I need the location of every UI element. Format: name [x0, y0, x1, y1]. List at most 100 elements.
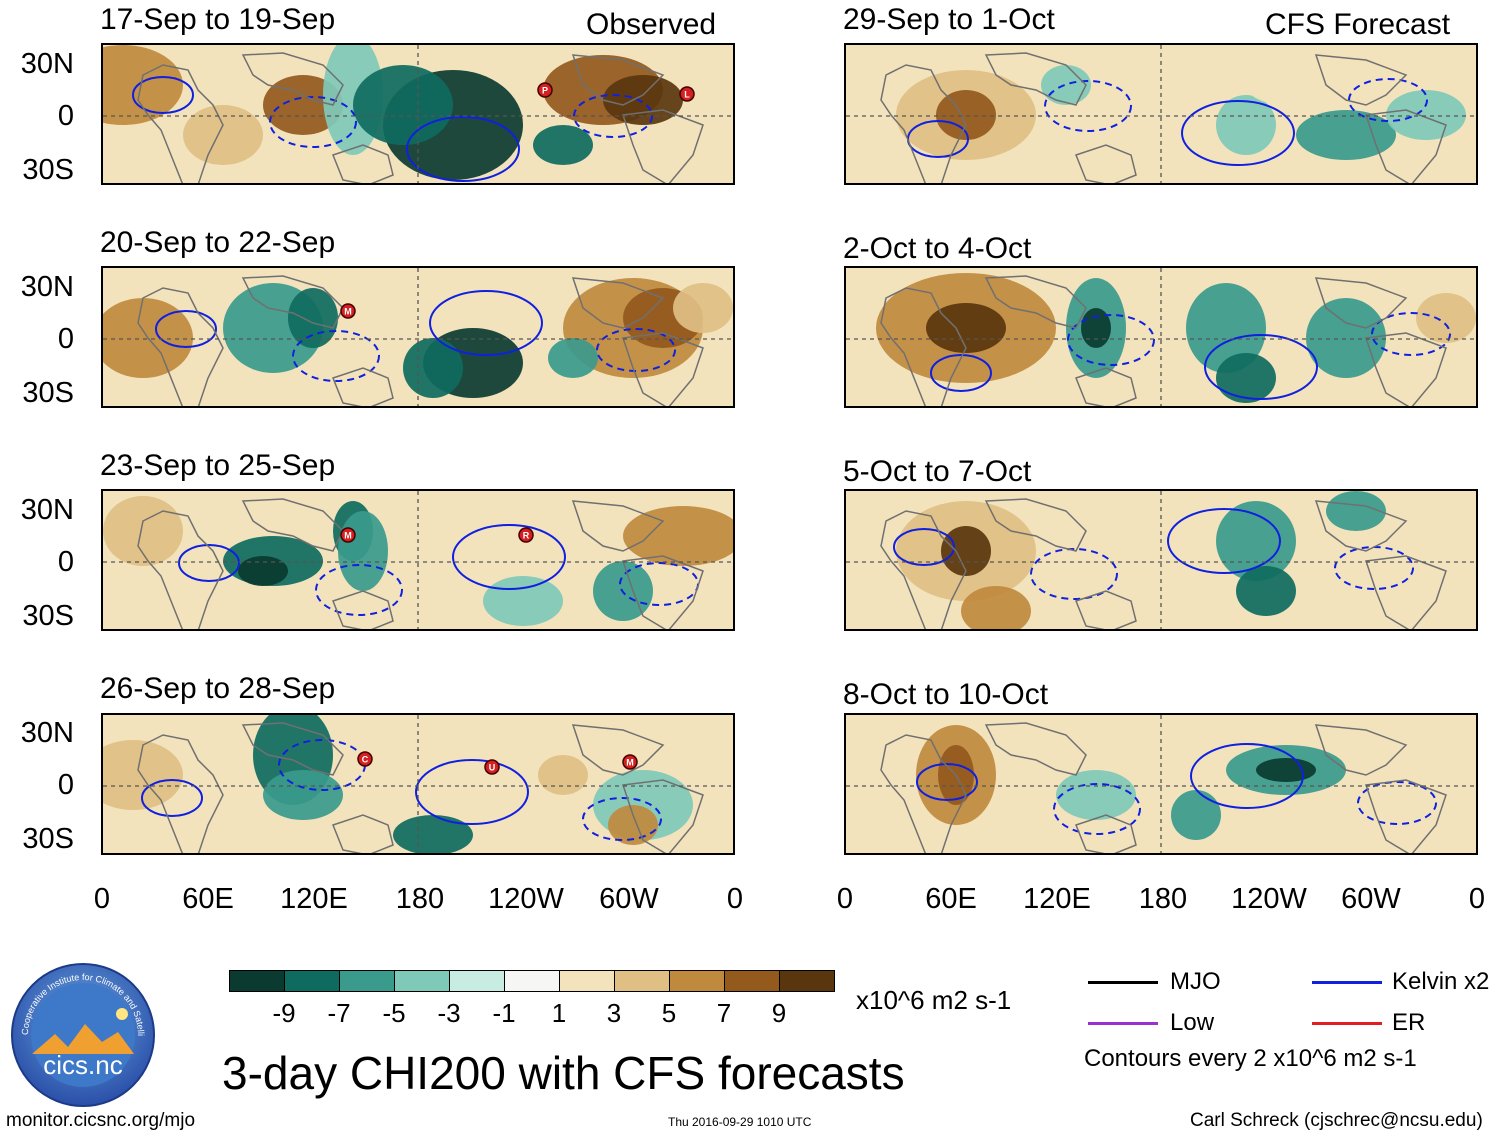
- lon-label-120w: 120W: [488, 883, 564, 915]
- logo-wordmark: cics.nc: [43, 1050, 122, 1080]
- chi200-anomaly-blob: [1186, 283, 1266, 373]
- chi200-anomaly-blob: [1326, 491, 1386, 531]
- kelvin-contour: [429, 290, 543, 356]
- forecast-map-3: [844, 489, 1478, 631]
- lon-label-0: 0: [836, 883, 854, 915]
- lon-label-180: 180: [395, 883, 445, 915]
- storm-letter: C: [362, 755, 369, 765]
- chi200-anomaly-blob: [1346, 750, 1426, 800]
- kelvin-contour: [269, 96, 357, 148]
- storm-letter: M: [344, 531, 352, 541]
- chi200-anomaly-blob: [183, 105, 263, 165]
- main-title: 3-day CHI200 with CFS forecasts: [222, 1047, 905, 1099]
- tropical-storm-marker: U: [484, 759, 500, 775]
- colorbar-tick-label: 1: [551, 998, 567, 1028]
- panel-title-obs-1: 17-Sep to 19-Sep: [100, 3, 336, 36]
- lon-label-60e: 60E: [925, 883, 977, 915]
- chi200-anomaly-blob: [1216, 501, 1296, 581]
- coastline: [880, 275, 1447, 406]
- chi200-anomaly-blob: [1216, 95, 1276, 155]
- chi200-anomaly-blob: [353, 65, 453, 145]
- tropical-storm-marker: M: [622, 754, 638, 770]
- chi200-anomaly-blob: [936, 90, 996, 140]
- coastline: [137, 275, 704, 406]
- colorbar-swatch: [614, 970, 670, 992]
- tropical-storm-marker: M: [340, 527, 356, 543]
- kelvin-contour: [1190, 743, 1304, 809]
- kelvin-contour: [178, 544, 240, 582]
- lon-label-0: 0: [93, 883, 111, 915]
- kelvin-contour: [1067, 314, 1155, 366]
- tropical-storm-marker: C: [357, 751, 373, 767]
- lat-label-30n: 30N: [20, 48, 74, 80]
- colorbar-swatch: [449, 970, 505, 992]
- chi200-anomaly-blob: [673, 283, 733, 333]
- footer-url: monitor.cicsnc.org/mjo: [6, 1110, 196, 1131]
- panel-title-obs-3: 23-Sep to 25-Sep: [100, 449, 336, 482]
- panel-title-obs-4: 26-Sep to 28-Sep: [100, 672, 336, 705]
- chi200-anomaly-blob: [1306, 298, 1386, 378]
- coastline: [880, 722, 1447, 853]
- legend-kelvin-label: Kelvin x2: [1392, 968, 1490, 995]
- chi200-anomaly-blob: [338, 511, 388, 591]
- storm-letter: M: [344, 307, 352, 317]
- kelvin-contour: [916, 763, 978, 801]
- storm-letter: R: [523, 531, 530, 541]
- chi200-anomaly-blob: [393, 815, 473, 853]
- chi200-anomaly-blob: [1216, 353, 1276, 403]
- chi200-anomaly-blob: [941, 526, 991, 576]
- lat-label-30s: 30S: [22, 377, 74, 409]
- panel-title-fcst-2: 2-Oct to 4-Oct: [843, 232, 1032, 265]
- lat-label-0: 0: [57, 769, 74, 801]
- colorbar-units: x10^6 m2 s-1: [856, 985, 1012, 1015]
- colorbar-tick-label: -5: [382, 998, 406, 1028]
- colorbar-swatch: [559, 970, 615, 992]
- chi200-anomaly-blob: [288, 288, 338, 348]
- legend-mjo-label: MJO: [1170, 968, 1221, 995]
- colorbar-swatch: [504, 970, 560, 992]
- kelvin-contour: [1030, 548, 1118, 600]
- chi200-anomaly-blob: [1171, 790, 1221, 840]
- chi200-anomaly-blob: [238, 556, 288, 586]
- footer-timestamp: Thu 2016-09-29 1010 UTC: [668, 1115, 812, 1129]
- lat-label-0: 0: [57, 546, 74, 578]
- tropical-storm-marker: M: [340, 303, 356, 319]
- kelvin-contour: [132, 76, 194, 114]
- coastline: [880, 52, 1447, 183]
- lon-label-60w: 60W: [1341, 883, 1401, 915]
- lon-label-120e: 120E: [1023, 883, 1091, 915]
- chi200-anomaly-blob: [623, 506, 733, 566]
- lat-label-30n: 30N: [20, 717, 74, 749]
- lat-label-0: 0: [57, 323, 74, 355]
- observed-map-2: M: [101, 266, 735, 408]
- kelvin-contour: [406, 116, 520, 182]
- chi200-anomaly-blob: [1056, 770, 1136, 820]
- tropical-storm-marker: L: [679, 86, 695, 102]
- chi200-anomaly-blob: [1246, 65, 1326, 105]
- chi200-anomaly-blob: [403, 338, 463, 398]
- lat-label-0: 0: [57, 100, 74, 132]
- colorbar-tick-label: -3: [437, 998, 461, 1028]
- kelvin-contour: [292, 330, 380, 382]
- kelvin-contour: [452, 524, 566, 590]
- chi200-anomaly-blob: [103, 740, 183, 810]
- legend-low-line: [1088, 1022, 1158, 1025]
- panel-title-fcst-3: 5-Oct to 7-Oct: [843, 455, 1032, 488]
- lon-label-60w: 60W: [599, 883, 659, 915]
- kelvin-contour: [1204, 334, 1318, 400]
- lon-label-180: 180: [1138, 883, 1188, 915]
- kelvin-contour: [1053, 783, 1141, 835]
- chi200-anomaly-blob: [961, 586, 1031, 629]
- colorbar-tick-label: -7: [327, 998, 351, 1028]
- lat-label-30s: 30S: [22, 823, 74, 855]
- coastline: [880, 498, 1447, 629]
- coastline: [137, 722, 704, 853]
- chi200-anomaly-blob: [263, 770, 343, 820]
- legend-contours-note: Contours every 2 x10^6 m2 s-1: [1084, 1045, 1417, 1072]
- lat-label-30n: 30N: [20, 494, 74, 526]
- panel-title-obs-2: 20-Sep to 22-Sep: [100, 226, 336, 259]
- kelvin-contour: [893, 528, 955, 566]
- colorbar-swatch: [394, 970, 450, 992]
